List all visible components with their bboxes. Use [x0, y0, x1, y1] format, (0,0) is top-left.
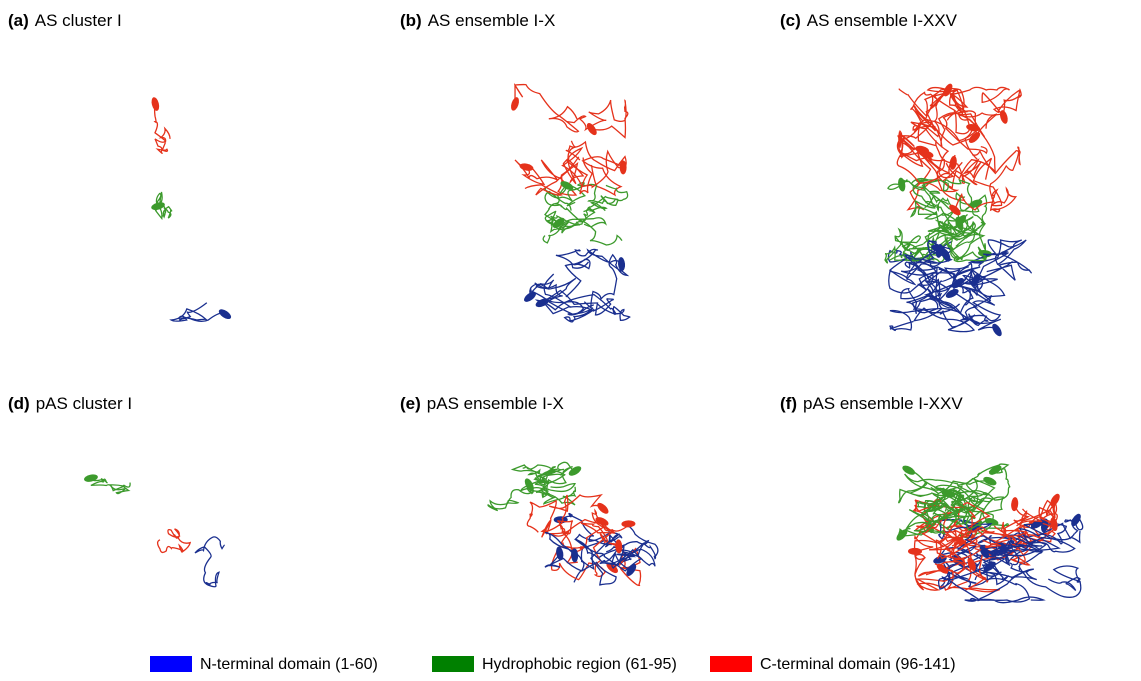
panel-title: AS cluster I [35, 11, 122, 30]
helix [990, 322, 1003, 338]
panel-title: pAS ensemble I-XXV [803, 394, 963, 413]
helix [510, 96, 521, 111]
panel-title: pAS cluster I [36, 394, 132, 413]
structures [83, 82, 1082, 603]
panel-tag: (d) [8, 394, 30, 413]
legend-swatch [432, 656, 474, 672]
strand [580, 100, 628, 137]
helix [83, 473, 98, 483]
helix [150, 96, 160, 111]
legend-label: N-terminal domain (1-60) [200, 656, 378, 673]
panel-tag: (f) [780, 394, 797, 413]
legend-label: Hydrophobic region (61-95) [482, 656, 677, 673]
strand [91, 478, 130, 493]
helix [1011, 497, 1019, 512]
panel-label: (a) AS cluster I [8, 11, 122, 30]
strand [515, 85, 586, 132]
helix [217, 307, 233, 321]
legend-swatch [150, 656, 192, 672]
panel-label: (f) pAS ensemble I-XXV [780, 394, 963, 413]
helix [621, 520, 635, 527]
panel-label: (d) pAS cluster I [8, 394, 132, 413]
helix [519, 162, 534, 172]
helix [968, 198, 984, 210]
legend: N-terminal domain (1-60) Hydrophobic regi… [150, 656, 956, 673]
helix [901, 464, 917, 477]
page: (a) AS cluster I (b) AS ensemble I-X (c) AS e… [0, 0, 1141, 681]
panel-tag: (e) [400, 394, 421, 413]
panel-tag: (c) [780, 11, 801, 30]
strand [955, 147, 1020, 210]
panel-label: (e) pAS ensemble I-X [400, 394, 564, 413]
strand [171, 303, 227, 322]
helix [595, 501, 610, 516]
figure: (a) AS cluster I (b) AS ensemble I-X (c) AS e… [0, 0, 1141, 681]
strand [556, 249, 598, 297]
legend-label: C-terminal domain (96-141) [760, 656, 956, 673]
panel-title: pAS ensemble I-X [427, 394, 564, 413]
panel-tag: (b) [400, 11, 422, 30]
strand [488, 485, 532, 511]
panel-title: AS ensemble I-X [428, 11, 556, 30]
strand [560, 208, 606, 234]
strand [155, 104, 170, 153]
panel-tag: (a) [8, 11, 29, 30]
helix [897, 177, 906, 192]
strand [158, 529, 191, 553]
panel-label: (c) AS ensemble I-XXV [780, 11, 958, 30]
panel-label: (b) AS ensemble I-X [400, 11, 555, 30]
legend-swatch [710, 656, 752, 672]
strand [195, 537, 225, 587]
strand [543, 192, 571, 243]
panel-labels: (a) AS cluster I (b) AS ensemble I-X (c) AS e… [8, 11, 963, 413]
panel-title: AS ensemble I-XXV [807, 11, 958, 30]
